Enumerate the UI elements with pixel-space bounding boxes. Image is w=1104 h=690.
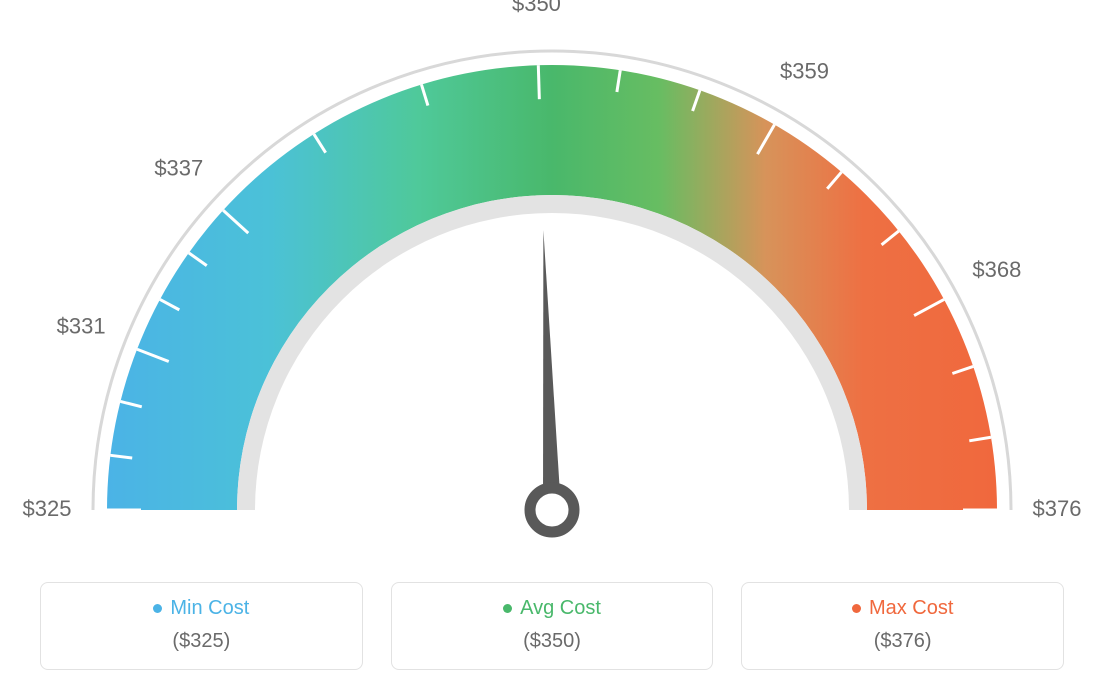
legend-label-max: Max Cost [869, 597, 953, 620]
legend-value-min: ($325) [51, 630, 352, 653]
gauge-tick-label: $350 [512, 0, 561, 16]
gauge-tick-label: $368 [972, 257, 1021, 282]
legend-dot-min [153, 604, 162, 613]
legend-title-max: Max Cost [852, 597, 953, 620]
legend-value-avg: ($350) [402, 630, 703, 653]
gauge-tick-label: $376 [1033, 496, 1082, 521]
legend-label-min: Min Cost [170, 597, 249, 620]
legend-title-min: Min Cost [153, 597, 249, 620]
legend-dot-max [852, 604, 861, 613]
legend-card-min: Min Cost ($325) [40, 582, 363, 670]
gauge-svg: $325 $331 $337 $350 $359 $368 $376 [0, 0, 1104, 560]
legend-value-max: ($376) [752, 630, 1053, 653]
legend-card-avg: Avg Cost ($350) [391, 582, 714, 670]
gauge-tick-label: $325 [23, 496, 72, 521]
gauge-tick-label: $331 [57, 313, 106, 338]
cost-gauge: $325 $331 $337 $350 $359 $368 $376 [0, 0, 1104, 560]
legend-dot-avg [503, 604, 512, 613]
gauge-tick-label: $337 [154, 156, 203, 181]
gauge-tick-label: $359 [780, 58, 829, 83]
legend-label-avg: Avg Cost [520, 597, 601, 620]
legend-title-avg: Avg Cost [503, 597, 601, 620]
legend-card-max: Max Cost ($376) [741, 582, 1064, 670]
legend-row: Min Cost ($325) Avg Cost ($350) Max Cost… [0, 582, 1104, 670]
